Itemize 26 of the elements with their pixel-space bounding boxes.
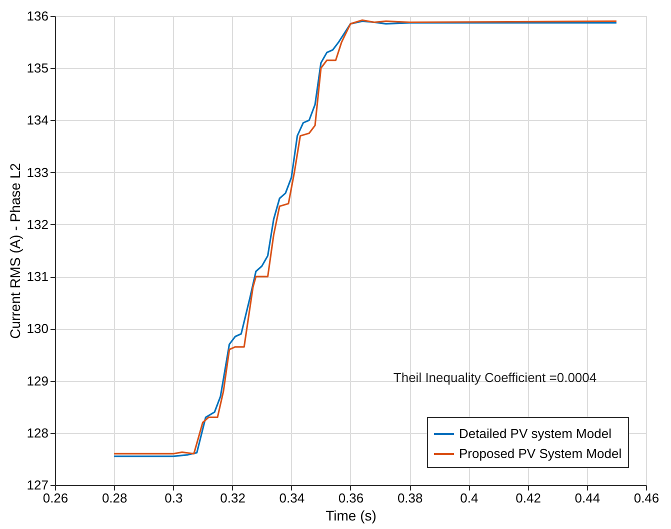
- y-tick-label: 128: [26, 425, 48, 440]
- y-tick-label: 132: [26, 216, 48, 232]
- y-tick-label: 134: [26, 112, 48, 128]
- y-tick-label: 129: [26, 373, 48, 388]
- y-tick-label: 127: [26, 478, 48, 492]
- x-tick-label: 0.38: [397, 490, 423, 506]
- y-axis-title: Current RMS (A) - Phase L2: [6, 162, 23, 339]
- y-tick-label: 135: [26, 60, 48, 76]
- legend-label: Detailed PV system Model: [459, 426, 612, 441]
- x-tick-label: 0.28: [102, 490, 128, 506]
- x-axis-title: Time (s): [326, 508, 376, 524]
- y-tick-label: 131: [26, 269, 48, 284]
- y-tick-label: 133: [26, 164, 48, 180]
- x-tick-label: 0.26: [42, 490, 68, 506]
- x-tick-label: 0.34: [279, 490, 305, 506]
- x-tick-label: 0.3: [164, 490, 183, 506]
- x-tick-label: 0.32: [220, 490, 246, 506]
- y-tick-label: 130: [26, 321, 48, 336]
- legend-label: Proposed PV System Model: [459, 446, 622, 461]
- x-tick-label: 0.46: [634, 490, 660, 506]
- x-tick-label: 0.36: [338, 490, 364, 506]
- annotation: Theil Inequality Coefficient =0.0004: [393, 370, 597, 385]
- x-tick-label: 0.4: [460, 490, 478, 506]
- x-tick-label: 0.44: [574, 490, 600, 506]
- y-tick-label: 136: [26, 8, 48, 24]
- x-tick-label: 0.42: [516, 490, 541, 506]
